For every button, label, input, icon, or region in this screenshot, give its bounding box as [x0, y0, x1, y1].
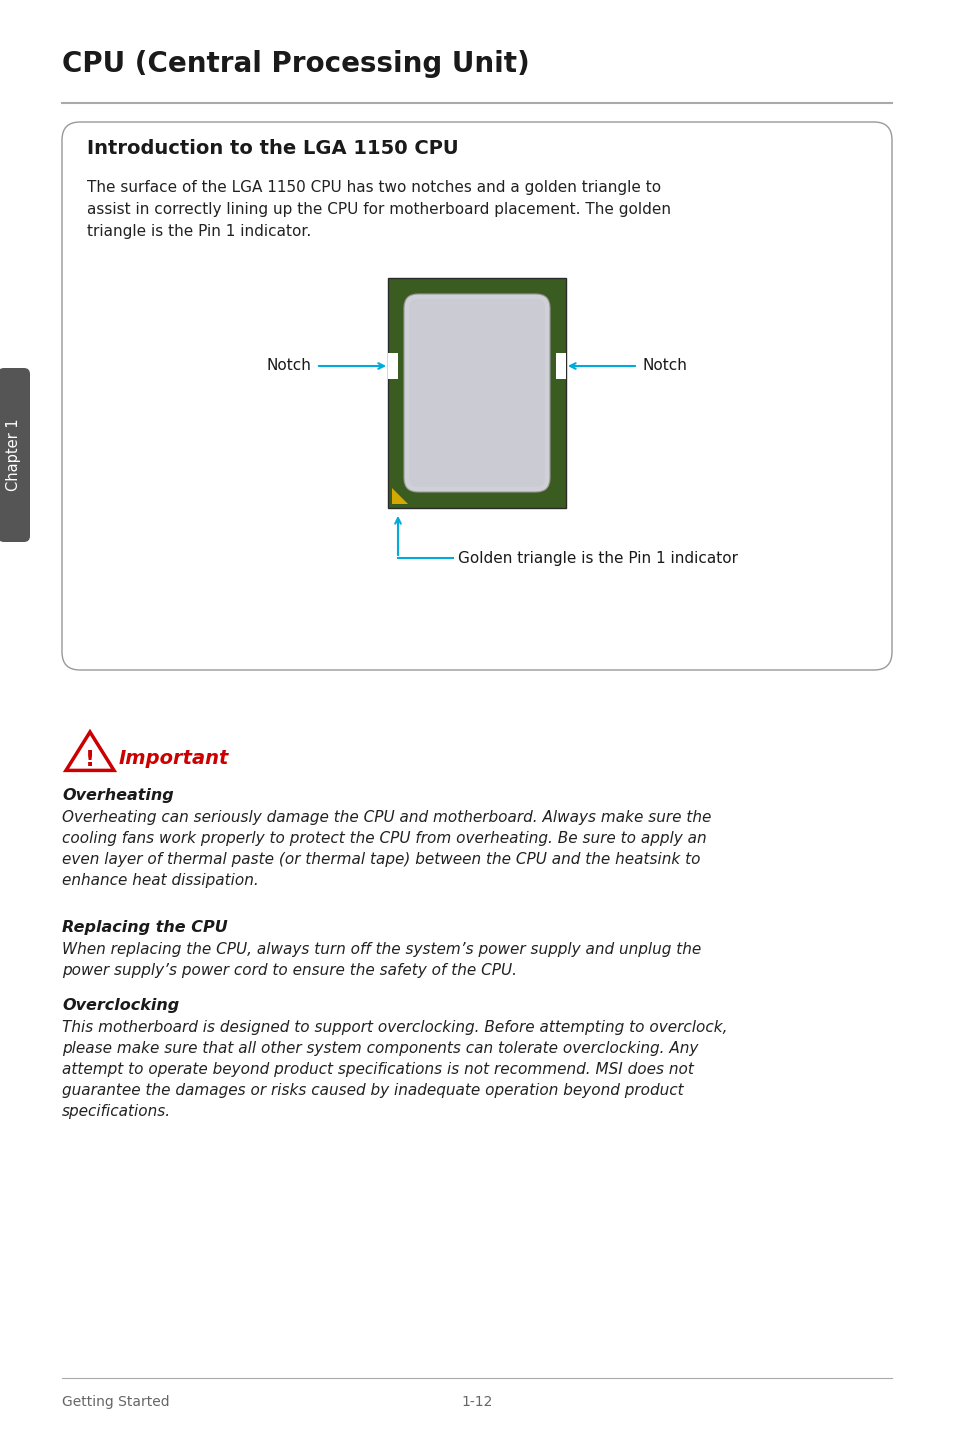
- Text: Important: Important: [117, 748, 228, 766]
- Text: Important: Important: [120, 749, 230, 769]
- Text: Notch: Notch: [266, 358, 311, 374]
- Text: Important: Important: [119, 750, 229, 769]
- Text: Getting Started: Getting Started: [62, 1395, 170, 1409]
- Text: Replacing the CPU: Replacing the CPU: [62, 919, 228, 935]
- FancyBboxPatch shape: [403, 294, 550, 493]
- Text: Important: Important: [120, 749, 231, 768]
- Text: Important: Important: [120, 748, 230, 766]
- Text: Overclocking: Overclocking: [62, 998, 179, 1012]
- Text: !: !: [85, 750, 95, 770]
- Polygon shape: [392, 488, 408, 504]
- Text: Overheating can seriously damage the CPU and motherboard. Always make sure the
c: Overheating can seriously damage the CPU…: [62, 811, 711, 888]
- Text: Important: Important: [119, 748, 229, 766]
- Text: Important: Important: [117, 749, 228, 769]
- Text: triangle is the Pin 1 indicator.: triangle is the Pin 1 indicator.: [87, 223, 311, 239]
- Text: Golden triangle is the Pin 1 indicator: Golden triangle is the Pin 1 indicator: [457, 550, 738, 566]
- Text: 1-12: 1-12: [461, 1395, 492, 1409]
- Text: Notch: Notch: [642, 358, 687, 374]
- Polygon shape: [388, 354, 397, 379]
- Text: Overheating: Overheating: [62, 788, 173, 803]
- Text: Introduction to the LGA 1150 CPU: Introduction to the LGA 1150 CPU: [87, 139, 458, 158]
- Text: Important: Important: [119, 749, 229, 768]
- Text: Important: Important: [117, 749, 228, 768]
- FancyBboxPatch shape: [0, 368, 30, 541]
- Text: Chapter 1: Chapter 1: [7, 418, 22, 491]
- Polygon shape: [66, 732, 113, 770]
- Text: CPU (Central Processing Unit): CPU (Central Processing Unit): [62, 50, 529, 77]
- Text: When replacing the CPU, always turn off the system’s power supply and unplug the: When replacing the CPU, always turn off …: [62, 942, 700, 978]
- Polygon shape: [388, 278, 565, 508]
- FancyBboxPatch shape: [62, 122, 891, 670]
- Polygon shape: [556, 354, 565, 379]
- Text: The surface of the LGA 1150 CPU has two notches and a golden triangle to: The surface of the LGA 1150 CPU has two …: [87, 180, 660, 195]
- Text: This motherboard is designed to support overclocking. Before attempting to overc: This motherboard is designed to support …: [62, 1020, 727, 1118]
- FancyBboxPatch shape: [409, 299, 544, 487]
- Text: assist in correctly lining up the CPU for motherboard placement. The golden: assist in correctly lining up the CPU fo…: [87, 202, 670, 218]
